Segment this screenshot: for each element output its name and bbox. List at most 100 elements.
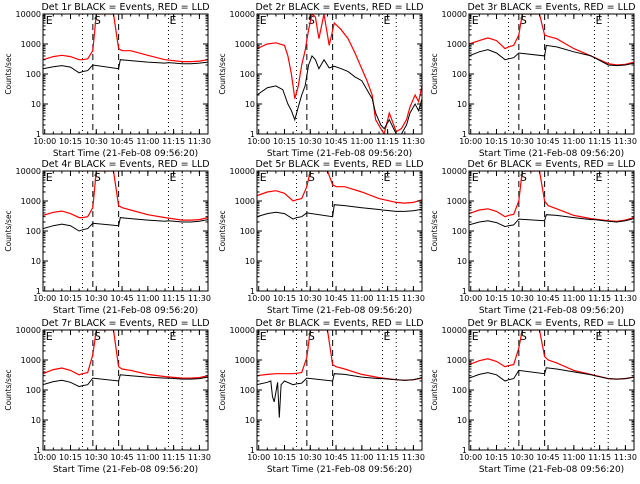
x-tick-label: 10:15 [59, 453, 82, 462]
y-tick-label: 10 [457, 257, 467, 266]
series-group [257, 171, 422, 220]
y-tick-label: 1000 [447, 356, 467, 365]
x-tick-label: 11:15 [162, 294, 185, 303]
y-axis-label: Counts/sec [430, 210, 439, 251]
x-tick-label: 11:15 [588, 453, 611, 462]
series-group [43, 14, 208, 74]
x-tick-label: 10:30 [85, 294, 108, 303]
y-tick-label: 10 [245, 100, 255, 109]
lld-series-line [257, 14, 422, 134]
lld-series-line [43, 171, 208, 221]
series-group [43, 330, 208, 388]
x-tick-label: 10:45 [325, 294, 348, 303]
y-tick-label: 10000 [230, 326, 255, 335]
marker-letter: E [260, 330, 267, 343]
x-tick-label: 10:00 [33, 453, 56, 462]
events-series-line [43, 59, 208, 74]
marker-letter: E [46, 14, 53, 27]
x-tick-label: 11:30 [188, 294, 211, 303]
time-markers [508, 171, 609, 291]
x-axis-label: Start Time (21-Feb-08 09:56:20) [53, 149, 198, 159]
events-series-line [469, 214, 634, 228]
x-tick-label: 10:15 [485, 137, 508, 146]
plot-frame [468, 329, 635, 451]
y-tick-label: 10000 [16, 326, 41, 335]
y-tick-label: 100 [452, 70, 467, 79]
lld-series-line [469, 330, 634, 380]
y-tick-label: 1000 [21, 40, 41, 49]
x-tick-label: 10:30 [511, 294, 534, 303]
lld-series-line [469, 171, 634, 222]
x-tick-label: 10:45 [325, 453, 348, 462]
events-series-line [469, 367, 634, 382]
time-markers [82, 171, 183, 291]
x-tick-label: 11:30 [614, 294, 637, 303]
plot-frame [468, 13, 635, 135]
y-tick-label: 1 [36, 446, 41, 455]
y-tick-label: 100 [240, 227, 255, 236]
x-tick-label: 10:00 [459, 294, 482, 303]
y-tick-label: 1 [462, 446, 467, 455]
marker-letter: S [308, 171, 315, 184]
time-markers [296, 171, 397, 291]
x-tick-label: 11:00 [350, 137, 373, 146]
lld-series-line [43, 14, 208, 63]
x-axis-label: Start Time (21-Feb-08 09:56:20) [479, 306, 624, 316]
series-group [469, 14, 634, 67]
marker-letter: E [260, 14, 267, 27]
x-tick-label: 10:00 [247, 453, 270, 462]
lld-series-line [257, 330, 422, 381]
y-tick-label: 100 [240, 70, 255, 79]
plot-frame [256, 329, 423, 451]
plot-frame [256, 13, 423, 135]
x-tick-label: 10:00 [247, 137, 270, 146]
x-tick-label: 11:15 [376, 294, 399, 303]
y-tick-label: 1 [462, 287, 467, 296]
panel-title: Det 1r BLACK = Events, RED = LLD [41, 2, 209, 13]
y-tick-label: 100 [452, 386, 467, 395]
panel-title: Det 7r BLACK = Events, RED = LLD [41, 318, 209, 329]
x-tick-label: 10:30 [85, 137, 108, 146]
y-tick-label: 10 [245, 257, 255, 266]
y-tick-label: 1 [250, 130, 255, 139]
events-series-line [43, 374, 208, 388]
y-tick-label: 10000 [442, 167, 467, 176]
x-tick-label: 10:15 [273, 453, 296, 462]
x-tick-label: 10:45 [111, 453, 134, 462]
y-axis-label: Counts/sec [4, 210, 13, 251]
series-group [469, 171, 634, 228]
marker-letter: E [169, 330, 176, 343]
x-tick-label: 10:00 [459, 453, 482, 462]
marker-letter: S [308, 14, 315, 27]
series-group [43, 171, 208, 232]
y-tick-label: 1000 [447, 197, 467, 206]
marker-letter: S [94, 14, 101, 27]
plot-frame [468, 170, 635, 292]
x-tick-label: 11:15 [162, 137, 185, 146]
x-tick-label: 11:15 [588, 294, 611, 303]
y-tick-label: 10000 [230, 10, 255, 19]
x-tick-label: 11:15 [162, 453, 185, 462]
y-tick-label: 10 [457, 416, 467, 425]
x-tick-label: 10:45 [537, 294, 560, 303]
series-group [469, 330, 634, 382]
lld-series-line [43, 330, 208, 379]
lld-series-line [469, 14, 634, 66]
x-tick-label: 10:30 [511, 453, 534, 462]
x-tick-label: 11:15 [588, 137, 611, 146]
panel-title: Det 8r BLACK = Events, RED = LLD [255, 318, 423, 329]
marker-letter: E [260, 171, 267, 184]
time-markers [508, 330, 609, 450]
x-tick-label: 10:45 [537, 453, 560, 462]
time-markers [508, 14, 609, 134]
y-tick-label: 10000 [16, 167, 41, 176]
panel-title: Det 6r BLACK = Events, RED = LLD [467, 159, 635, 170]
panel-title: Det 9r BLACK = Events, RED = LLD [467, 318, 635, 329]
x-tick-label: 11:00 [562, 137, 585, 146]
marker-letter: E [169, 171, 176, 184]
x-tick-label: 11:00 [562, 453, 585, 462]
